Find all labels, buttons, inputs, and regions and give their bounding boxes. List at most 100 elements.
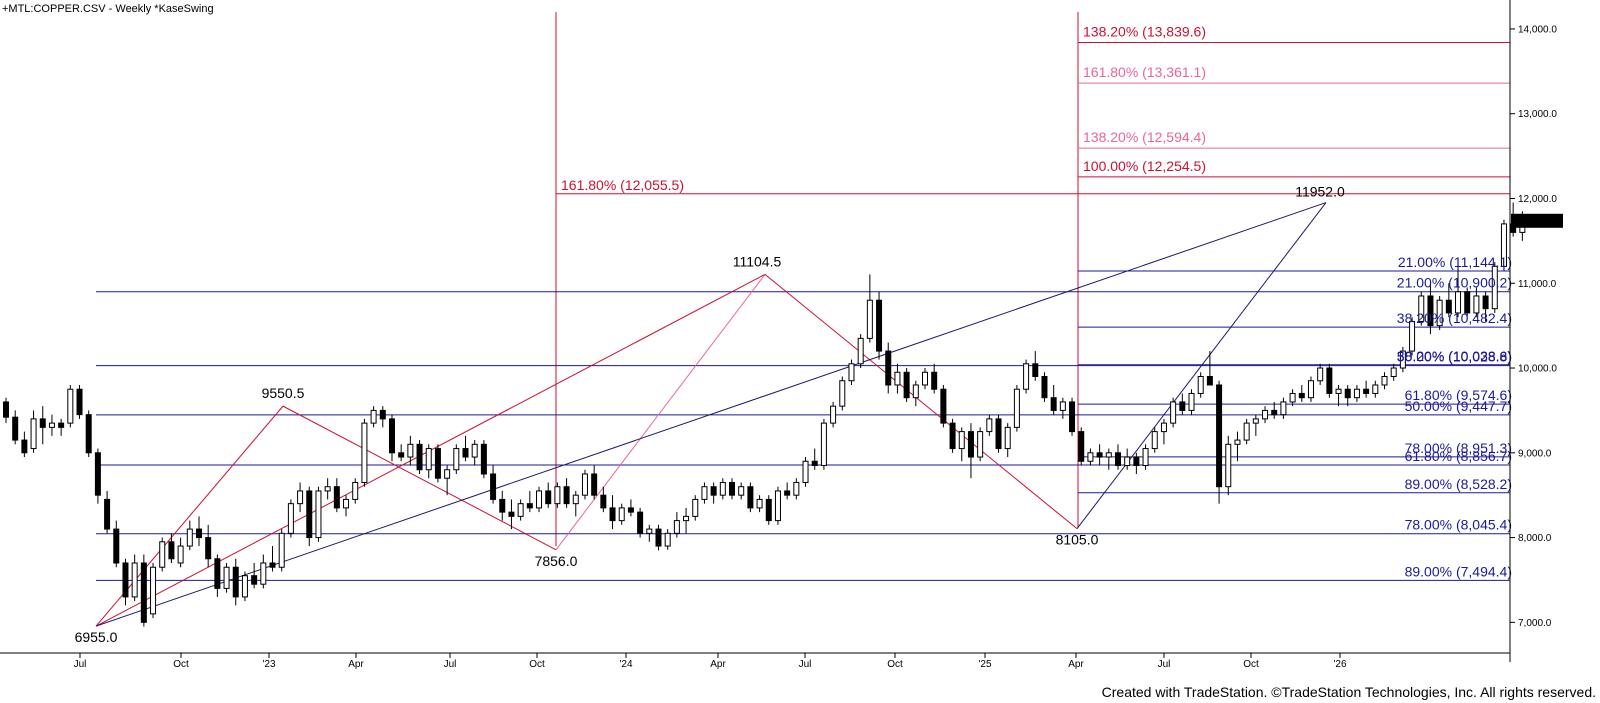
swing-line [764,274,1078,530]
chart-labels: 138.20% (13,839.6) 161.80% (13,361.1) 138.… [75,24,1512,646]
fib-level-label: 100.00% (12,254.5) [1083,158,1206,174]
candle-up [802,460,809,483]
time-tick-label: '25 [978,659,991,670]
time-tick-label: Apr [710,659,726,670]
candle-down [1096,452,1103,458]
candle-down [591,473,598,496]
candle-up [839,380,846,407]
candle-up [1059,401,1066,411]
candle-down [1298,392,1305,399]
candle-up [866,299,873,339]
fib-level-label: 138.20% (13,839.6) [1083,24,1206,40]
candle-down [214,558,221,589]
candle-down [251,575,258,585]
candle-up [1317,367,1324,382]
candle-up [315,490,322,539]
candle-down [462,448,469,458]
candle-up [159,541,166,568]
swing-point-label: 6955.0 [75,629,118,645]
candle-up [1023,363,1030,390]
candle-up [774,490,781,522]
candle-up [444,469,451,479]
time-tick-label: Jul [799,659,812,670]
candle-up [1381,376,1388,386]
candle-up [1243,422,1250,441]
candle-up [287,503,294,534]
candle-down [627,507,634,513]
fib-level-label: 21.00% (11,144.1) [1398,254,1512,270]
candle-up [1500,223,1507,267]
swing-point-label: 11952.0 [1295,184,1345,200]
fib-level-label: 61.80% (9,574.6) [1405,387,1512,403]
candle-down [609,507,616,522]
candle-up [894,371,901,386]
candle-up [131,562,138,598]
candle-up [1262,409,1269,420]
candle-up [1289,392,1296,403]
candle-up [30,418,37,450]
candle-down [903,371,910,399]
candle-down [885,350,892,386]
fib-level-label: 138.20% (12,594.4) [1083,129,1206,145]
fib-level-label: 89.00% (8,528.2) [1405,476,1512,492]
candle-up [471,443,478,458]
candle-up [1335,388,1342,394]
candle-down [490,473,497,500]
candle-down [3,401,9,418]
candle-down [499,498,506,513]
price-tick-label: 12,000.0 [1518,194,1557,205]
price-tick-label: 9,000.0 [1518,448,1552,459]
time-tick-label: Apr [348,659,364,670]
candle-down [388,418,395,454]
candle-down [398,452,405,458]
candle-up [1353,388,1360,399]
candle-up [1455,291,1462,314]
candle-down [729,481,736,496]
candle-down [195,528,202,539]
candle-down [12,416,19,441]
swing-line [282,405,557,551]
candle-down [39,418,46,428]
candle-down [58,422,65,428]
candle-up [1170,401,1177,424]
candle-series [3,202,1526,627]
candle-down [1363,388,1370,394]
candle-down [1326,367,1333,394]
candle-up [848,363,855,382]
last-price-label: 11,737.0 [1514,217,1553,228]
candle-up [177,545,184,564]
swing-point-label: 7856.0 [535,553,578,569]
candle-up [1225,443,1232,488]
time-tick-label: '23 [262,659,275,670]
candle-up [324,486,331,492]
fib-level-label: 50.00% (9,447.7) [1405,398,1512,414]
price-tick-label: 10,000.0 [1518,364,1557,375]
candle-up [922,371,928,386]
fib-level-label: 89.00% (7,494.4) [1405,563,1512,579]
chart-title: +MTL:COPPER.CSV - Weekly *KaseSwing [2,3,214,15]
candle-down [765,498,772,522]
candle-down [747,486,754,509]
time-tick-label: Jul [74,659,87,670]
swing-point-label: 11104.5 [733,253,782,269]
candle-up [278,532,285,568]
candle-down [949,422,956,450]
candle-down [545,490,552,505]
candle-up [1013,388,1020,428]
candle-up [646,528,653,534]
candle-down [85,414,92,454]
candle-up [572,494,579,505]
price-tick-label: 13,000.0 [1518,109,1557,120]
candle-down [1271,409,1278,416]
swing-line [1076,202,1327,529]
candle-up [453,448,460,471]
candle-down [967,431,974,458]
fib-level-label: 78.00% (8,045.4) [1405,517,1512,533]
candle-up [977,431,984,458]
candle-down [333,486,340,509]
candle-down [480,443,487,475]
candle-down [563,486,570,505]
candle-down [1216,384,1223,488]
candle-up [223,566,230,589]
candle-up [67,388,74,424]
